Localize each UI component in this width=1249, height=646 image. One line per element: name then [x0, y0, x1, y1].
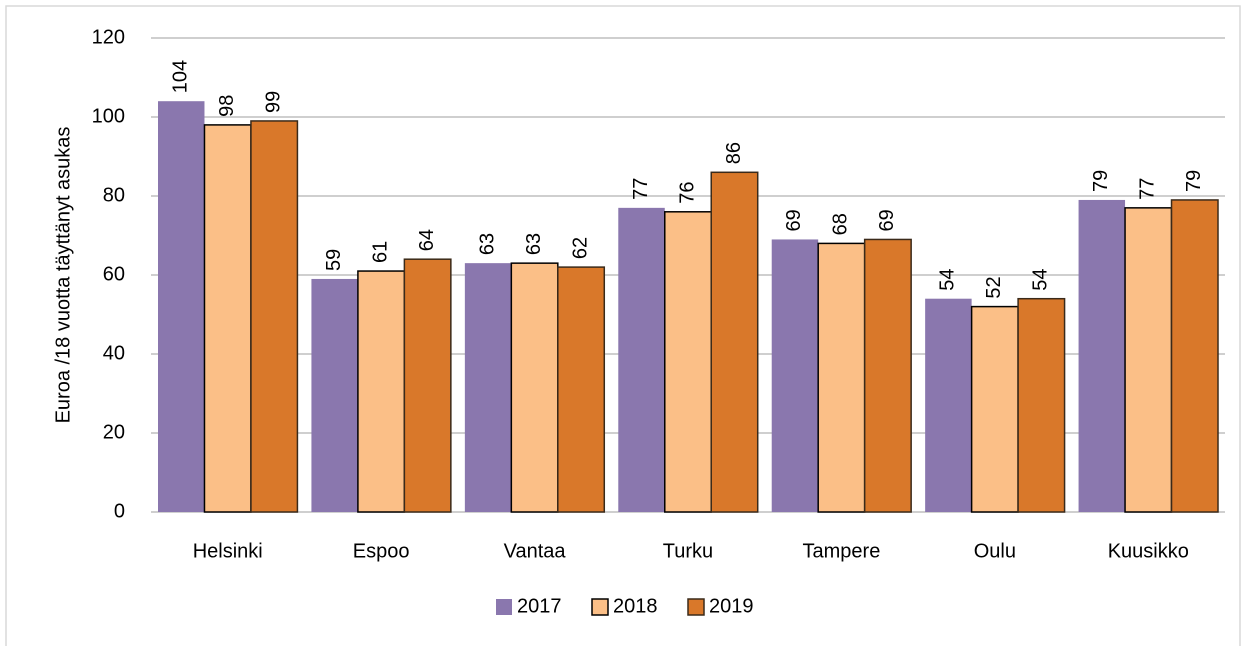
legend-swatch: [591, 598, 609, 616]
y-tick-label: 100: [92, 105, 125, 127]
data-label: 64: [416, 229, 438, 251]
y-axis-title: Euroa /18 vuotta täyttänyt asukas: [52, 127, 74, 424]
bar: [403, 258, 452, 513]
x-tick-label: Espoo: [353, 540, 410, 562]
data-label: 61: [369, 241, 391, 263]
legend-label: 2019: [709, 595, 754, 617]
y-tick-label: 20: [103, 421, 125, 443]
x-tick-label: Helsinki: [193, 540, 263, 562]
bar: [664, 211, 712, 513]
data-label: 69: [783, 209, 805, 231]
data-label: 79: [1183, 170, 1205, 192]
data-label: 79: [1090, 170, 1112, 192]
data-label: 63: [476, 233, 498, 255]
data-label: 99: [262, 91, 284, 113]
legend-swatch: [496, 599, 512, 615]
bar: [250, 120, 299, 513]
bar: [817, 242, 866, 513]
bar: [1124, 207, 1173, 513]
data-label: 54: [937, 268, 959, 290]
data-label: 54: [1030, 268, 1052, 290]
data-label: 77: [630, 178, 652, 200]
data-label: 63: [523, 233, 545, 255]
y-tick-label: 60: [103, 263, 125, 285]
bar: [710, 171, 759, 513]
bar: [203, 124, 252, 513]
bar: [311, 278, 358, 512]
legend-label: 2018: [613, 595, 658, 617]
bar: [970, 305, 1019, 513]
bar: [1017, 297, 1066, 513]
data-label: 77: [1137, 178, 1159, 200]
bar: [925, 298, 972, 512]
bar: [357, 270, 406, 513]
bar: [1078, 199, 1126, 512]
bar: [1170, 199, 1219, 513]
legend-swatch: [687, 598, 705, 616]
y-tick-label: 120: [92, 26, 125, 48]
data-label: 98: [216, 95, 238, 117]
bar: [510, 262, 559, 513]
data-label: 69: [876, 209, 898, 231]
x-tick-label: Kuusikko: [1108, 540, 1189, 562]
data-label: 86: [723, 142, 745, 164]
data-label: 104: [170, 60, 192, 93]
data-label: 68: [830, 213, 852, 235]
data-label: 76: [676, 182, 698, 204]
bar: [863, 238, 912, 513]
x-tick-label: Turku: [663, 540, 713, 562]
bar: [618, 207, 665, 512]
y-tick-label: 80: [103, 184, 125, 206]
bar: [158, 101, 205, 512]
x-tick-label: Tampere: [803, 540, 881, 562]
bar: [464, 263, 512, 512]
chart-frame: [5, 5, 1241, 646]
y-tick-label: 40: [103, 342, 125, 364]
data-label: 62: [569, 237, 591, 259]
data-label: 59: [323, 249, 345, 271]
x-tick-label: Oulu: [974, 540, 1016, 562]
bar: [557, 266, 606, 513]
data-label: 52: [983, 276, 1005, 298]
bar: [771, 239, 819, 512]
legend-label: 2017: [517, 595, 562, 617]
x-tick-label: Vantaa: [504, 540, 567, 562]
y-tick-label: 0: [114, 500, 125, 522]
